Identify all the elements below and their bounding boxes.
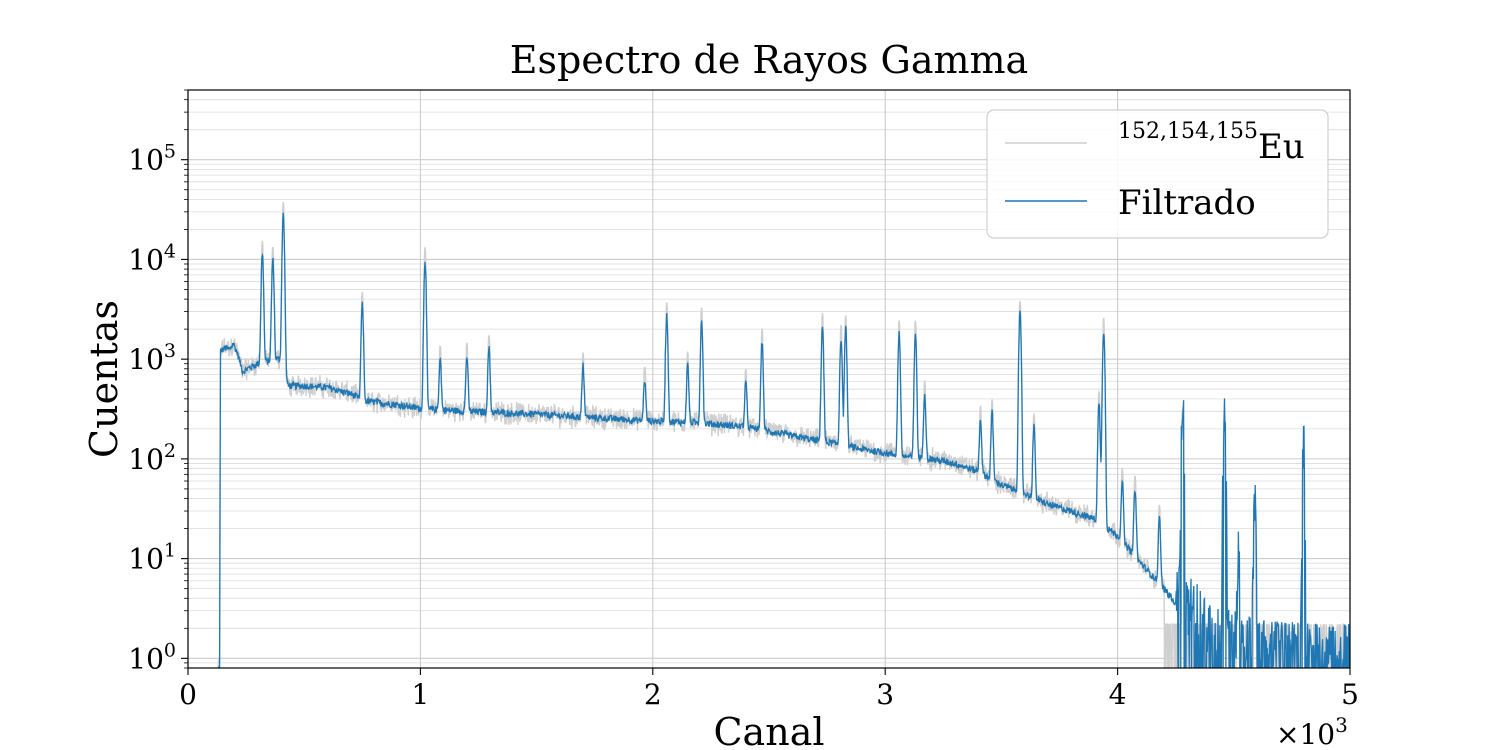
x-tick-label: 1 <box>411 678 429 711</box>
plot-frame <box>187 89 1351 669</box>
x-multiplier: ×103 <box>1276 713 1348 750</box>
x-tick-label: 4 <box>1109 678 1127 711</box>
y-tick-label: 103 <box>128 340 176 376</box>
x-axis-label: Canal <box>713 710 824 750</box>
x-tick-label: 0 <box>179 678 197 711</box>
x-tick-label: 5 <box>1341 678 1359 711</box>
x-tick-label: 2 <box>644 678 662 711</box>
legend-box <box>986 109 1329 239</box>
series-filtered-line <box>217 212 1350 668</box>
y-tick-label: 104 <box>128 240 176 276</box>
x-tick-label: 3 <box>876 678 894 711</box>
legend-label-filtered: Filtrado <box>1118 183 1256 223</box>
legend-label-raw: 152,154,155Eu <box>1118 119 1305 167</box>
chart-title: Espectro de Rayos Gamma <box>510 38 1028 82</box>
y-tick-label: 105 <box>128 141 176 177</box>
ticks: 100 101 102 103 104 105 0 1 2 3 4 5 <box>128 89 1359 711</box>
y-tick-label: 102 <box>128 440 176 476</box>
y-tick-label: 100 <box>128 639 176 675</box>
series-layer <box>217 201 1350 668</box>
legend: 152,154,155Eu Filtrado <box>986 109 1329 239</box>
y-tick-label: 101 <box>128 540 176 576</box>
y-axis-label: Cuentas <box>82 300 126 458</box>
